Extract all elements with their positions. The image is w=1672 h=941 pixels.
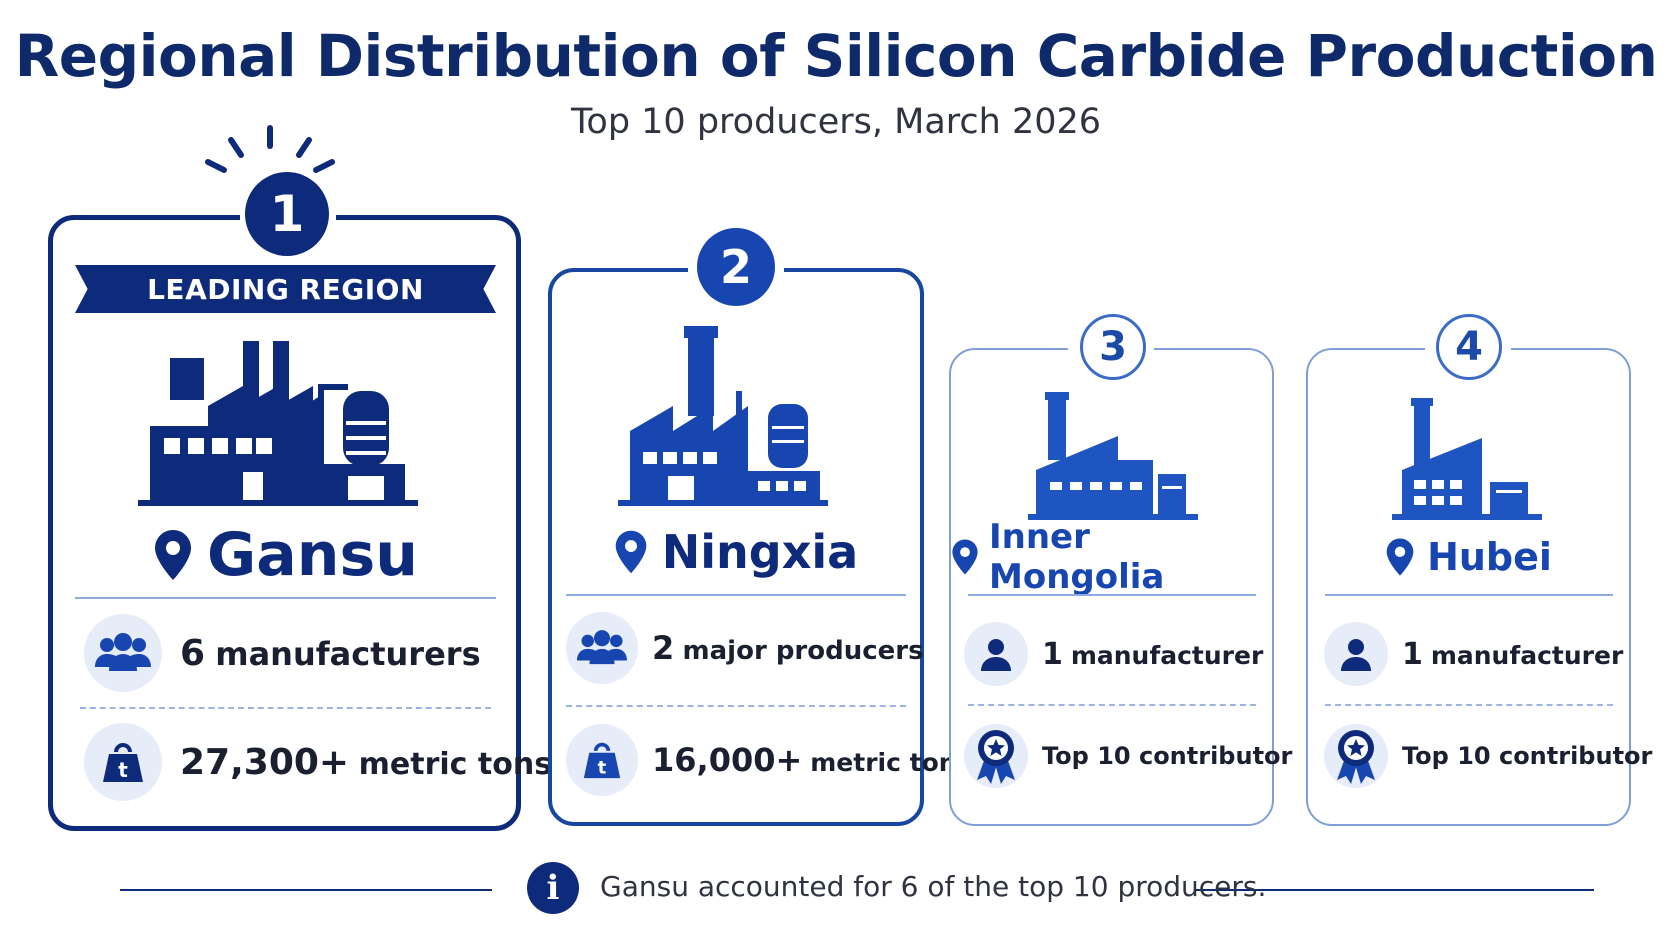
leading-region-banner: LEADING REGION xyxy=(75,265,496,313)
region-name: Hubei xyxy=(1308,532,1629,582)
contributor-badge: Top 10 contributor xyxy=(964,724,1292,788)
stat-label: metric tons xyxy=(358,746,553,782)
stat-label: metric tons xyxy=(810,748,972,777)
stat-value: 2 xyxy=(652,629,675,667)
stat-label: Top 10 contributor xyxy=(1402,742,1653,770)
page-subtitle: Top 10 producers, March 2026 xyxy=(570,102,1102,142)
award-ribbon-icon xyxy=(977,730,1015,784)
stat-value: 27,300+ xyxy=(180,741,350,783)
manufacturer-count: 6 manufacturers xyxy=(84,614,481,692)
map-pin-icon xyxy=(615,530,647,574)
weight-letter: t xyxy=(598,758,607,779)
stat-label: manufacturer xyxy=(1070,640,1264,670)
rank-badge: 2 xyxy=(697,228,775,306)
region-name: Ningxia xyxy=(552,520,920,584)
info-icon: i xyxy=(527,862,579,914)
people-group-icon xyxy=(95,633,151,671)
factory-icon xyxy=(618,326,828,506)
manufacturer-count: 1 manufacturer xyxy=(1324,622,1623,686)
weight-icon: t xyxy=(583,742,621,779)
footer-note: Gansu accounted for 6 of the top 10 prod… xyxy=(600,870,1267,903)
region-label: Inner Mongolia xyxy=(989,517,1165,597)
rank-badge: 3 xyxy=(1080,314,1146,380)
map-pin-icon xyxy=(1386,538,1414,576)
tonnage: t 27,300+ metric tons xyxy=(84,723,552,801)
stat-label: manufacturers xyxy=(215,634,481,673)
award-ribbon-icon xyxy=(1337,730,1375,784)
region-name: Inner Mongolia xyxy=(951,517,1272,597)
contributor-badge: Top 10 contributor xyxy=(1324,724,1652,788)
producer-count: 2 major producers xyxy=(566,612,924,684)
stat-label: manufacturer xyxy=(1430,640,1624,670)
map-pin-icon xyxy=(155,530,192,580)
person-icon xyxy=(1341,639,1371,671)
weight-letter: t xyxy=(118,758,128,782)
stat-label: Top 10 contributor xyxy=(1042,742,1293,770)
stat-value: 16,000+ xyxy=(652,741,803,779)
weight-icon: t xyxy=(103,743,143,782)
rank-badge: 4 xyxy=(1436,314,1502,380)
footer-rule-right xyxy=(1196,889,1594,891)
stat-value: 6 xyxy=(180,632,206,674)
rank-badge: 1 xyxy=(245,172,329,256)
factory-icon xyxy=(1392,398,1542,520)
page-title: Regional Distribution of Silicon Carbide… xyxy=(14,22,1658,90)
factory-icon xyxy=(138,341,418,506)
footer-rule-left xyxy=(120,889,492,891)
stat-value: 1 xyxy=(1402,636,1423,672)
region-label: Ningxia xyxy=(661,525,859,579)
region-label: Gansu xyxy=(207,520,418,590)
tonnage: t 16,000+ metric tons xyxy=(566,724,971,796)
map-pin-icon xyxy=(952,539,978,575)
sunburst-icon xyxy=(205,125,335,173)
factory-icon xyxy=(1028,392,1198,520)
stat-value: 1 xyxy=(1042,636,1063,672)
people-group-icon xyxy=(577,630,627,665)
region-label: Hubei xyxy=(1427,535,1552,579)
person-icon xyxy=(981,639,1011,671)
region-name: Gansu xyxy=(75,520,496,590)
stat-label: major producers xyxy=(682,636,924,666)
manufacturer-count: 1 manufacturer xyxy=(964,622,1263,686)
